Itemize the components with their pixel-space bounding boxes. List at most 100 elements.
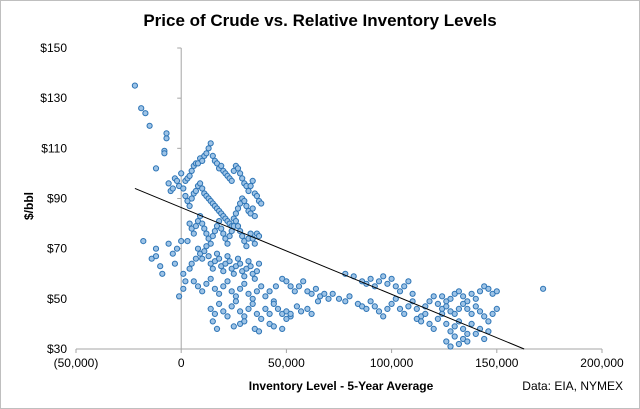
data-point bbox=[455, 305, 462, 312]
data-point bbox=[239, 175, 246, 182]
data-point bbox=[199, 185, 206, 192]
data-point bbox=[329, 290, 336, 297]
data-point bbox=[180, 185, 187, 192]
data-point bbox=[258, 315, 265, 322]
data-point bbox=[188, 195, 195, 202]
data-point bbox=[173, 245, 181, 252]
data-point bbox=[371, 303, 378, 310]
data-point bbox=[312, 285, 319, 292]
data-point bbox=[241, 280, 248, 287]
data-point bbox=[251, 213, 258, 220]
data-point bbox=[209, 233, 216, 240]
data-point bbox=[239, 233, 246, 240]
data-point bbox=[380, 273, 387, 280]
data-point bbox=[384, 280, 391, 287]
data-point bbox=[245, 258, 252, 265]
chart-title: Price of Crude vs. Relative Inventory Le… bbox=[143, 11, 497, 30]
data-point bbox=[418, 318, 425, 325]
data-point bbox=[213, 325, 221, 332]
data-point bbox=[182, 278, 189, 285]
data-point bbox=[380, 313, 387, 320]
data-point bbox=[230, 270, 237, 277]
data-point bbox=[253, 192, 260, 200]
data-point bbox=[218, 225, 225, 232]
data-point bbox=[192, 223, 199, 230]
data-point bbox=[460, 293, 467, 300]
data-point bbox=[464, 305, 471, 312]
data-point bbox=[241, 318, 248, 325]
data-point bbox=[253, 288, 260, 295]
data-point bbox=[375, 308, 383, 315]
data-point bbox=[384, 305, 391, 312]
data-point bbox=[209, 265, 216, 272]
data-point bbox=[241, 197, 248, 205]
data-point bbox=[243, 243, 250, 250]
data-point bbox=[401, 310, 408, 317]
data-point bbox=[262, 305, 269, 312]
data-point bbox=[169, 185, 176, 192]
data-point bbox=[451, 333, 458, 340]
data-point bbox=[255, 233, 263, 240]
data-point bbox=[430, 293, 437, 300]
data-point bbox=[422, 310, 429, 317]
data-point bbox=[232, 298, 239, 305]
data-point bbox=[308, 290, 315, 297]
data-point bbox=[216, 290, 223, 297]
data-point bbox=[249, 177, 256, 184]
data-point bbox=[249, 300, 256, 307]
data-point bbox=[232, 218, 239, 225]
data-point bbox=[197, 180, 204, 187]
data-point bbox=[203, 243, 210, 250]
data-point bbox=[203, 230, 210, 237]
data-point bbox=[207, 140, 214, 147]
data-point bbox=[396, 288, 404, 295]
data-point bbox=[249, 295, 256, 302]
data-point bbox=[171, 260, 178, 267]
y-tick-label: $50 bbox=[47, 292, 67, 306]
data-point bbox=[201, 248, 208, 255]
data-point bbox=[434, 315, 441, 322]
data-point bbox=[405, 303, 412, 310]
data-point bbox=[266, 310, 273, 317]
data-point bbox=[434, 300, 441, 307]
axes bbox=[75, 47, 603, 353]
data-point bbox=[308, 310, 315, 317]
data-point bbox=[472, 303, 479, 310]
x-tick-label: 100,000 bbox=[370, 356, 414, 370]
data-point bbox=[205, 253, 212, 260]
data-point bbox=[220, 283, 227, 290]
data-point bbox=[180, 285, 187, 292]
data-point bbox=[468, 290, 475, 297]
data-point bbox=[279, 325, 286, 332]
data-point bbox=[232, 210, 239, 217]
data-point bbox=[253, 310, 260, 317]
data-point bbox=[224, 253, 231, 260]
data-point bbox=[540, 285, 547, 292]
data-point bbox=[295, 283, 303, 290]
data-point bbox=[180, 270, 187, 277]
data-point bbox=[220, 268, 227, 275]
data-point bbox=[291, 288, 298, 295]
data-point bbox=[199, 255, 206, 262]
data-point bbox=[249, 205, 256, 212]
data-point bbox=[241, 313, 248, 320]
data-point bbox=[270, 323, 277, 330]
data-point bbox=[131, 82, 138, 89]
data-point bbox=[447, 328, 454, 335]
data-point bbox=[245, 290, 252, 297]
data-point bbox=[443, 338, 450, 345]
data-point bbox=[493, 305, 500, 312]
data-point bbox=[443, 303, 450, 310]
data-point bbox=[237, 308, 244, 315]
data-point bbox=[192, 187, 199, 195]
data-point bbox=[243, 202, 250, 210]
data-point bbox=[237, 285, 244, 292]
data-point bbox=[203, 150, 210, 157]
data-point bbox=[234, 165, 242, 172]
tick-labels: (50,000) 0 50,000 100,000 150,000 200,000 $30 $… bbox=[40, 41, 624, 370]
x-tick-label: 0 bbox=[178, 356, 185, 370]
data-point bbox=[226, 258, 233, 265]
data-point bbox=[460, 325, 467, 332]
y-tick-label: $110 bbox=[41, 141, 67, 155]
data-point bbox=[258, 200, 265, 207]
